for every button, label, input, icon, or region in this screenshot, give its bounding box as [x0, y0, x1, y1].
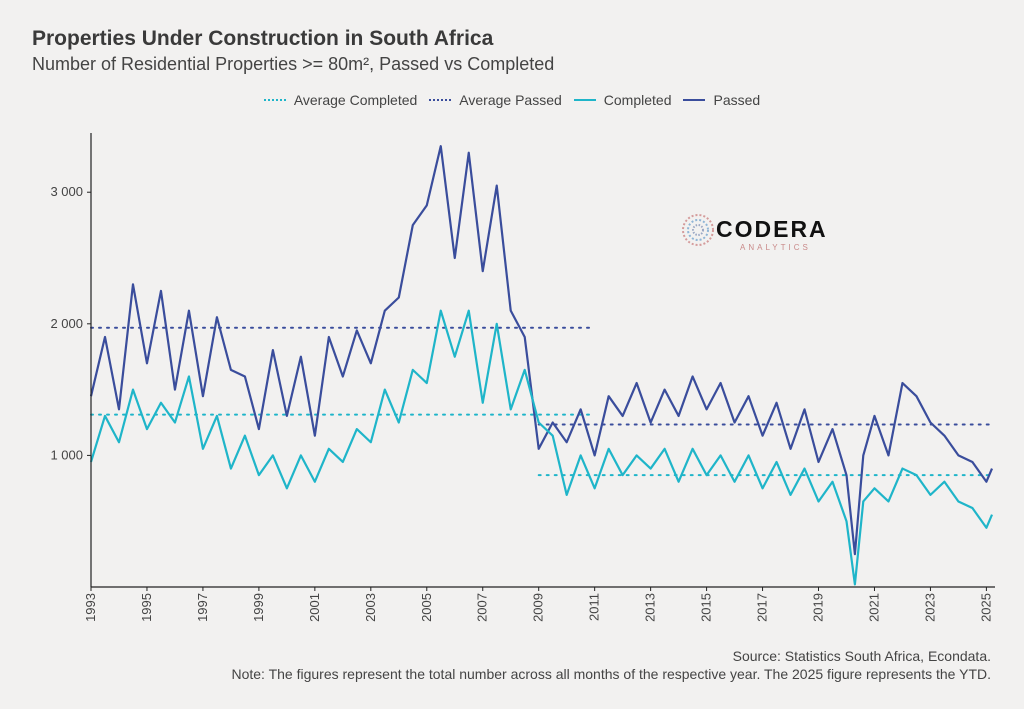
series-line-passed	[89, 145, 994, 556]
x-tick-label: 2015	[699, 593, 714, 622]
x-tick-label: 2003	[363, 593, 378, 622]
y-tick-label: 3 000	[50, 184, 83, 199]
y-tick-label: 1 000	[50, 447, 83, 462]
x-tick-label: 1993	[83, 593, 98, 622]
chart-legend: Average Completed Average Passed Complet…	[0, 92, 1024, 108]
logo-sub: ANALYTICS	[740, 243, 811, 252]
legend-label: Completed	[603, 92, 672, 108]
x-tick-label: 2007	[475, 593, 490, 622]
x-tick-label: 1999	[251, 593, 266, 622]
x-tick-label: 1997	[195, 593, 210, 622]
x-tick-label: 2001	[307, 593, 322, 622]
legend-item-average-passed: Average Passed	[429, 92, 562, 108]
codera-logo: CODERA ANALYTICS	[680, 208, 826, 254]
x-tick-label: 2009	[531, 593, 546, 622]
legend-item-average-completed: Average Completed	[263, 92, 418, 108]
x-tick-label: 2011	[587, 593, 602, 621]
legend-label: Average Completed	[293, 92, 418, 108]
logo-word: CODERA	[716, 216, 828, 242]
legend-item-passed: Passed	[683, 92, 760, 108]
legend-label: Passed	[713, 92, 761, 108]
legend-key-solid-teal	[573, 93, 596, 107]
chart-subtitle: Number of Residential Properties >= 80m²…	[32, 54, 555, 74]
x-tick-label: 2005	[419, 593, 434, 622]
y-tick-label: 2 000	[50, 316, 83, 331]
legend-item-completed: Completed	[573, 92, 672, 108]
series-line-completed	[89, 309, 994, 586]
legend-key-solid-navy	[683, 93, 706, 107]
x-tick-label: 2023	[922, 593, 937, 622]
x-tick-label: 2013	[643, 593, 658, 622]
footer-source: Source: Statistics South Africa, Econdat…	[732, 648, 991, 664]
chart-title: Properties Under Construction in South A…	[32, 27, 494, 50]
x-tick-label: 2019	[811, 593, 826, 622]
legend-key-dotted-navy	[429, 93, 452, 107]
legend-key-dotted-teal	[263, 93, 286, 107]
x-tick-label: 2021	[866, 593, 881, 622]
legend-label: Average Passed	[459, 92, 562, 108]
x-tick-label: 1995	[139, 593, 154, 622]
footer-note: Note: The figures represent the total nu…	[231, 666, 991, 682]
logo-mark-icon	[682, 214, 714, 246]
x-tick-label: 2017	[755, 593, 770, 622]
x-tick-label: 2025	[978, 593, 993, 622]
